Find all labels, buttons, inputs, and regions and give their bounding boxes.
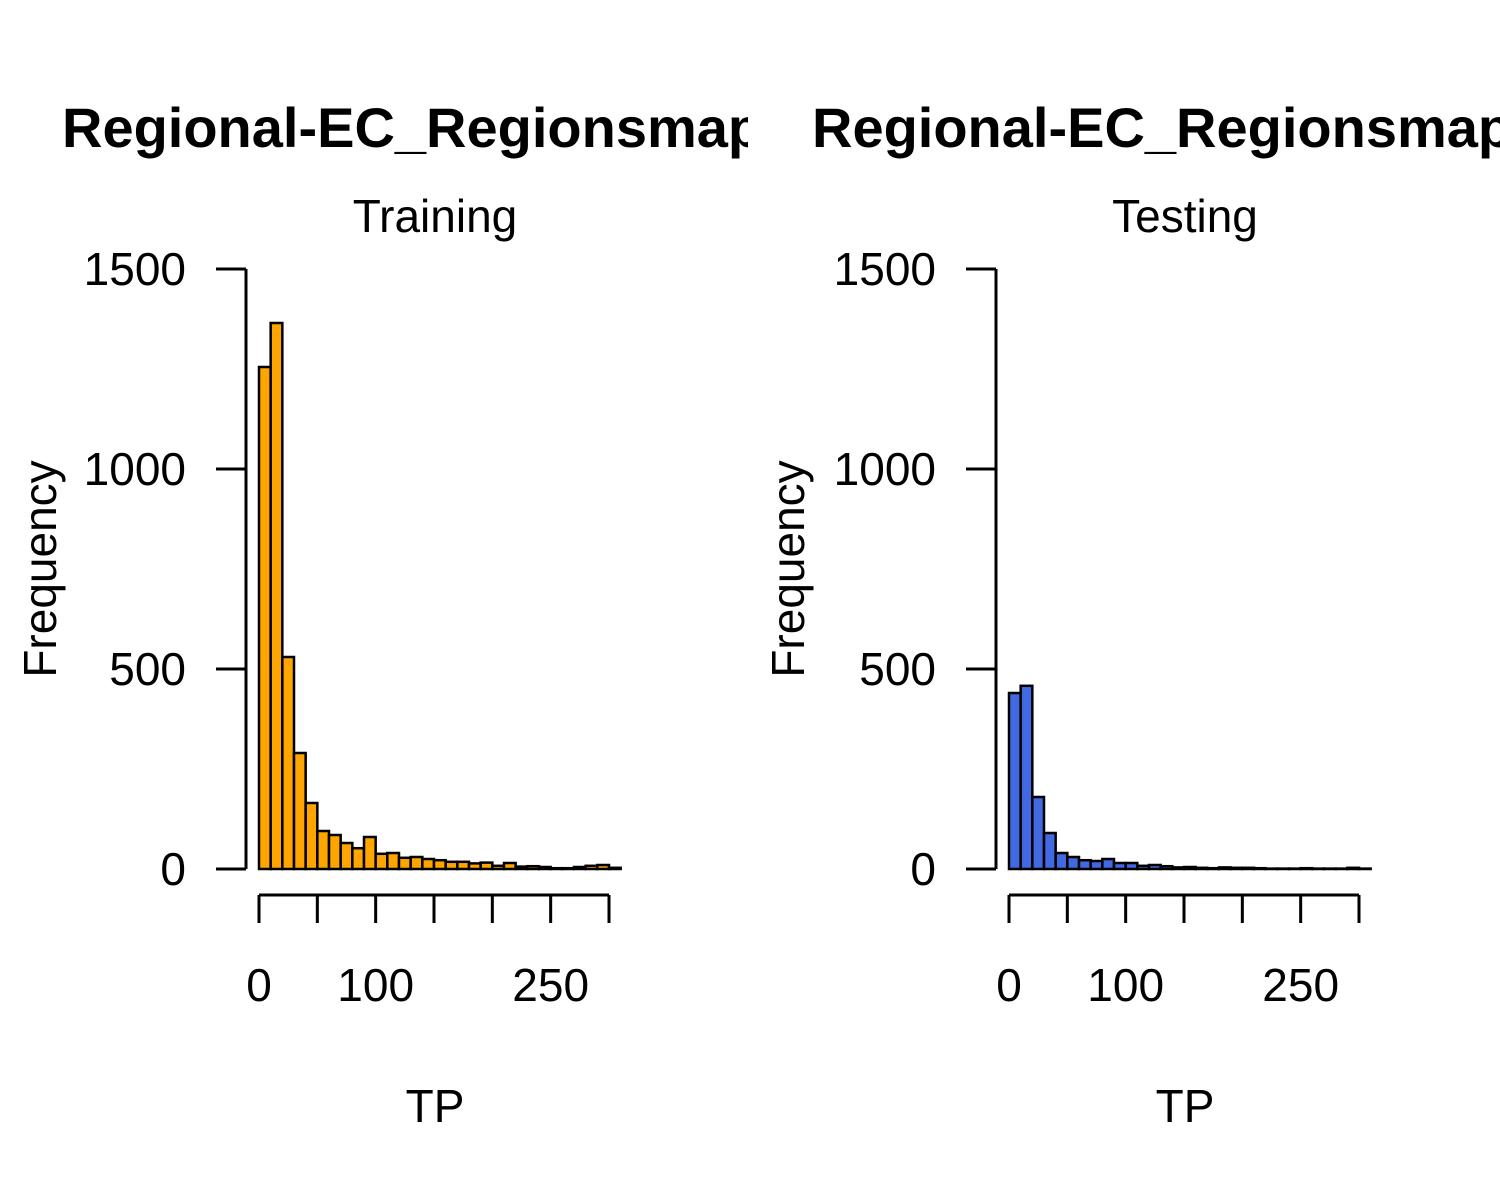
training-bar [397,856,412,871]
testing-y-axis: 0 500 1000 1500 [834,243,998,895]
testing-x-tick-label: 250 [1262,959,1339,1011]
training-bar [351,846,366,871]
training-bar [549,866,564,871]
testing-y-tick-label: 1000 [834,443,936,495]
training-bar [607,866,622,871]
testing-bar [1159,864,1174,871]
testing-bar [1042,831,1057,871]
testing-bar [1101,857,1116,871]
testing-bar [1031,795,1046,871]
training-chart-subtitle: Training [353,190,517,242]
training-bar [479,861,494,871]
training-bar [269,321,284,871]
testing-bar [1217,866,1232,871]
training-bar [386,851,401,871]
testing-x-axis-label: TP [1156,1080,1215,1132]
training-bar [561,866,576,871]
testing-bar [1066,855,1081,871]
testing-bar [1182,865,1197,871]
training-y-tick-label: 1000 [84,443,186,495]
training-x-tick-label: 250 [512,959,589,1011]
testing-bar [1136,864,1151,871]
testing-x-tick-label: 0 [996,959,1022,1011]
training-bar [444,860,459,871]
training-bar [421,857,436,871]
training-bar [374,852,389,871]
testing-y-axis-label: Frequency [762,460,814,677]
training-bar [467,862,482,871]
training-bar [362,835,377,871]
testing-chart-title: Regional-EC_Regionsmaps [812,96,1500,159]
testing-bar [1194,866,1209,871]
training-bar [304,801,319,871]
testing-x-axis: 0 100 250 [996,893,1361,1011]
training-x-axis-label: TP [406,1080,465,1132]
training-bar [327,833,342,871]
testing-bar [1229,866,1244,871]
training-bar [502,861,517,871]
testing-bar [1019,684,1034,871]
testing-bar [1147,863,1162,871]
training-bar [292,751,307,871]
training-bar [491,864,506,871]
testing-x-tick-label: 100 [1087,959,1164,1011]
testing-bars [1007,684,1372,871]
testing-bar [1077,858,1092,871]
testing-bar [1112,861,1127,871]
testing-bar [1171,866,1186,871]
training-chart-title: Regional-EC_Regionsmaps [62,96,793,159]
testing-bar [1124,861,1139,871]
testing-chart-subtitle: Testing [1112,190,1258,242]
testing-bar [1089,859,1104,871]
training-bar [537,865,552,871]
training-y-axis: 0 500 1000 1500 [84,243,248,895]
testing-bar [1299,866,1314,871]
testing-bar [1241,866,1256,871]
training-bar [456,860,471,871]
training-bar [432,858,447,871]
training-histogram-panel: Regional-EC_Regionsmaps Training TP Freq… [14,96,793,1132]
training-bar [339,841,354,871]
training-bar [584,864,599,871]
training-bar [409,855,424,871]
training-y-tick-label: 500 [109,643,186,695]
testing-y-tick-label: 1500 [834,243,936,295]
testing-histogram-panel: Regional-EC_Regionsmaps Testing TP Frequ… [762,96,1500,1132]
training-bar [596,863,611,871]
testing-bar [1054,851,1069,871]
training-bar [572,865,587,871]
training-bar [316,829,331,871]
training-bar [526,864,541,871]
testing-bar [1346,866,1361,871]
training-y-tick-label: 1500 [84,243,186,295]
training-x-tick-label: 100 [337,959,414,1011]
training-bars [257,321,622,871]
training-y-tick-label: 0 [160,843,186,895]
training-bar [281,655,296,871]
testing-bar [1206,866,1221,871]
training-x-tick-label: 0 [246,959,272,1011]
testing-bar [1007,691,1022,871]
training-y-axis-label: Frequency [14,460,66,677]
testing-y-tick-label: 500 [859,643,936,695]
training-bar [257,365,272,871]
testing-bar [1252,866,1267,871]
training-x-axis: 0 100 250 [246,893,611,1011]
testing-y-tick-label: 0 [910,843,936,895]
training-bar [514,865,529,871]
